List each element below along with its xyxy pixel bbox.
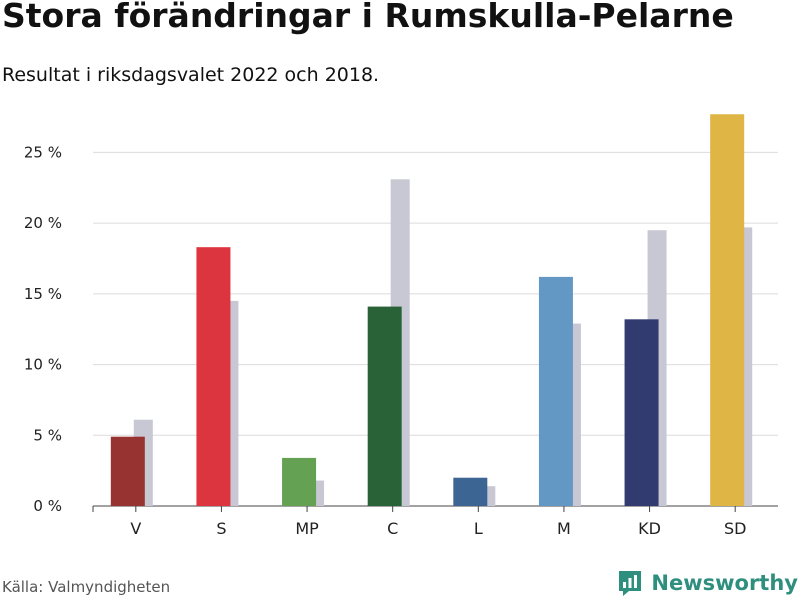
y-tick-label: 25 % bbox=[24, 143, 62, 161]
bar-chart-logo-icon bbox=[619, 571, 642, 596]
x-tick-label: S bbox=[216, 519, 226, 538]
x-tick-label: C bbox=[387, 519, 398, 538]
x-tick-label: KD bbox=[638, 519, 661, 538]
x-tick-label: MP bbox=[295, 519, 319, 538]
x-tick-label: SD bbox=[724, 519, 746, 538]
source-note: Källa: Valmyndigheten bbox=[2, 578, 171, 596]
bar-2022 bbox=[282, 457, 317, 506]
bar-chart: 0 % 5 % 10 % 15 % 20 % 25 % V S MP C L M KD SD bbox=[24, 114, 778, 538]
bar-2022 bbox=[196, 247, 231, 506]
brand-logo[interactable]: Newsworthy bbox=[617, 569, 798, 597]
bar-2022 bbox=[538, 276, 573, 506]
y-tick-label: 15 % bbox=[24, 285, 62, 303]
bar-2022 bbox=[367, 306, 402, 506]
bar-2022 bbox=[453, 477, 488, 506]
chart-subtitle: Resultat i riksdagsvalet 2022 och 2018. bbox=[2, 64, 380, 86]
y-tick-label: 5 % bbox=[33, 426, 62, 444]
bar-2022 bbox=[624, 319, 659, 506]
bar-2022 bbox=[110, 436, 145, 506]
x-tick-label: V bbox=[130, 519, 141, 538]
bar-2022 bbox=[710, 114, 745, 506]
y-tick-label: 10 % bbox=[24, 356, 62, 374]
x-tick-label: M bbox=[557, 519, 571, 538]
y-tick-label: 0 % bbox=[33, 497, 62, 515]
chart-title: Stora förändringar i Rumskulla-Pelarne bbox=[2, 0, 734, 35]
y-tick-label: 20 % bbox=[24, 214, 62, 232]
x-tick-label: L bbox=[474, 519, 483, 538]
brand-name: Newsworthy bbox=[651, 571, 798, 595]
